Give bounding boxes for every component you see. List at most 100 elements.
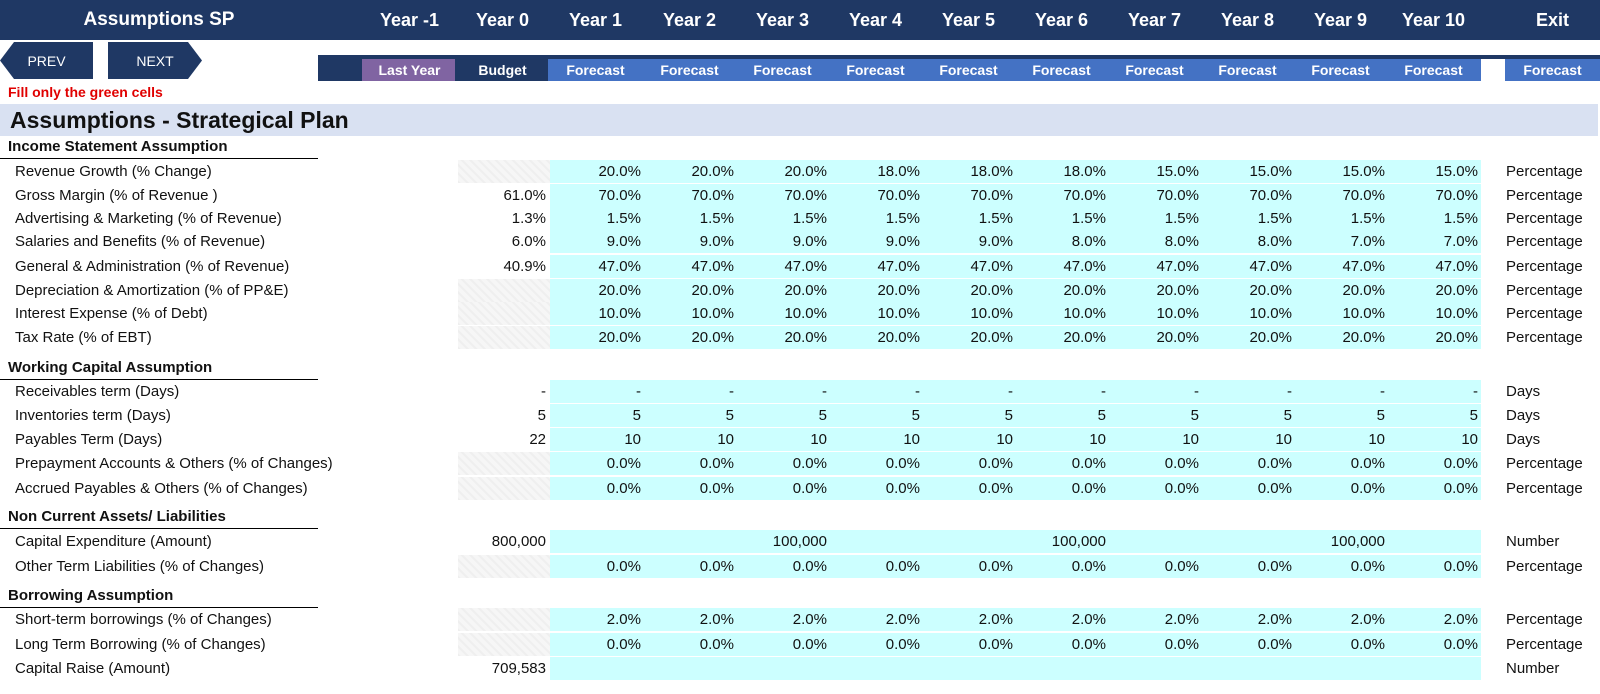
input-cell[interactable]: 47.0% [1295,255,1388,278]
input-cell[interactable]: 20.0% [830,326,923,349]
input-cell[interactable]: 70.0% [1016,184,1109,207]
input-cell[interactable]: 10 [737,428,830,451]
input-cell[interactable]: 0.0% [1388,477,1481,500]
input-cell[interactable]: 0.0% [1388,452,1481,475]
input-cell[interactable]: 9.0% [830,230,923,253]
input-cell[interactable]: 5 [1202,404,1295,427]
input-cell[interactable]: 5 [1388,404,1481,427]
input-cell[interactable]: 5 [644,404,737,427]
input-cell[interactable] [830,657,923,680]
input-cell[interactable]: 2.0% [644,608,737,631]
input-cell[interactable]: 20.0% [644,326,737,349]
input-cell[interactable]: 0.0% [1016,555,1109,578]
input-cell[interactable]: 10.0% [550,302,644,325]
input-cell[interactable]: 7.0% [1295,230,1388,253]
input-cell[interactable]: 10.0% [830,302,923,325]
input-cell[interactable]: 1.5% [1295,207,1388,230]
input-cell[interactable] [1109,657,1202,680]
input-cell[interactable]: - [830,380,923,403]
input-cell[interactable]: - [1388,380,1481,403]
input-cell[interactable]: 70.0% [644,184,737,207]
input-cell[interactable]: 10 [923,428,1016,451]
input-cell[interactable]: 1.5% [737,207,830,230]
input-cell[interactable]: 1.5% [550,207,644,230]
input-cell[interactable]: 10 [1109,428,1202,451]
input-cell[interactable]: 15.0% [1295,160,1388,183]
input-cell[interactable]: 0.0% [923,477,1016,500]
input-cell[interactable]: 20.0% [1388,326,1481,349]
input-cell[interactable]: 10 [830,428,923,451]
input-cell[interactable]: 18.0% [923,160,1016,183]
input-cell[interactable]: 20.0% [550,279,644,302]
input-cell[interactable] [1109,530,1202,553]
input-cell[interactable]: - [1202,380,1295,403]
input-cell[interactable]: 10 [550,428,644,451]
input-cell[interactable]: 9.0% [737,230,830,253]
input-cell[interactable]: 8.0% [1016,230,1109,253]
input-cell[interactable]: 10.0% [1202,302,1295,325]
input-cell[interactable]: 5 [923,404,1016,427]
input-cell[interactable]: 20.0% [1388,279,1481,302]
input-cell[interactable] [550,530,644,553]
input-cell[interactable]: 0.0% [1388,633,1481,656]
input-cell[interactable]: 10.0% [1109,302,1202,325]
input-cell[interactable]: 0.0% [830,555,923,578]
input-cell[interactable]: 0.0% [737,555,830,578]
input-cell[interactable]: 0.0% [550,452,644,475]
input-cell[interactable]: 47.0% [550,255,644,278]
input-cell[interactable]: 7.0% [1388,230,1481,253]
input-cell[interactable]: 100,000 [1016,530,1109,553]
input-cell[interactable] [1388,530,1481,553]
input-cell[interactable]: 0.0% [1295,452,1388,475]
input-cell[interactable]: 10.0% [923,302,1016,325]
input-cell[interactable]: 2.0% [550,608,644,631]
input-cell[interactable] [1295,657,1388,680]
input-cell[interactable]: 0.0% [644,477,737,500]
input-cell[interactable]: 10.0% [1295,302,1388,325]
input-cell[interactable]: 70.0% [737,184,830,207]
input-cell[interactable]: 0.0% [1016,477,1109,500]
exit-button[interactable]: Exit [1535,9,1569,30]
input-cell[interactable]: 20.0% [1295,326,1388,349]
input-cell[interactable]: 10.0% [1016,302,1109,325]
input-cell[interactable]: 70.0% [1388,184,1481,207]
input-cell[interactable]: 5 [830,404,923,427]
input-cell[interactable]: 8.0% [1109,230,1202,253]
input-cell[interactable]: 70.0% [550,184,644,207]
input-cell[interactable]: 0.0% [923,633,1016,656]
input-cell[interactable]: 0.0% [1202,633,1295,656]
input-cell[interactable]: 5 [737,404,830,427]
input-cell[interactable]: 1.5% [923,207,1016,230]
input-cell[interactable]: 20.0% [1295,279,1388,302]
input-cell[interactable]: 70.0% [830,184,923,207]
input-cell[interactable]: 20.0% [1016,279,1109,302]
input-cell[interactable]: 18.0% [830,160,923,183]
input-cell[interactable]: 0.0% [1295,633,1388,656]
input-cell[interactable]: 1.5% [1388,207,1481,230]
input-cell[interactable]: 20.0% [550,160,644,183]
input-cell[interactable]: 47.0% [1202,255,1295,278]
input-cell[interactable]: 2.0% [1109,608,1202,631]
input-cell[interactable] [830,530,923,553]
input-cell[interactable]: 0.0% [923,452,1016,475]
input-cell[interactable]: 2.0% [923,608,1016,631]
input-cell[interactable]: - [644,380,737,403]
input-cell[interactable]: 1.5% [1202,207,1295,230]
input-cell[interactable]: 0.0% [644,452,737,475]
input-cell[interactable]: 0.0% [737,452,830,475]
input-cell[interactable]: 9.0% [923,230,1016,253]
input-cell[interactable]: 0.0% [644,633,737,656]
input-cell[interactable]: 20.0% [737,279,830,302]
input-cell[interactable]: 1.5% [1109,207,1202,230]
input-cell[interactable]: 15.0% [1202,160,1295,183]
input-cell[interactable]: - [1016,380,1109,403]
input-cell[interactable] [737,657,830,680]
input-cell[interactable]: 0.0% [830,477,923,500]
input-cell[interactable]: 20.0% [1109,279,1202,302]
input-cell[interactable]: 9.0% [644,230,737,253]
input-cell[interactable]: 0.0% [1202,452,1295,475]
input-cell[interactable]: 2.0% [1388,608,1481,631]
input-cell[interactable]: 0.0% [550,633,644,656]
input-cell[interactable]: 5 [1295,404,1388,427]
input-cell[interactable]: 1.5% [830,207,923,230]
